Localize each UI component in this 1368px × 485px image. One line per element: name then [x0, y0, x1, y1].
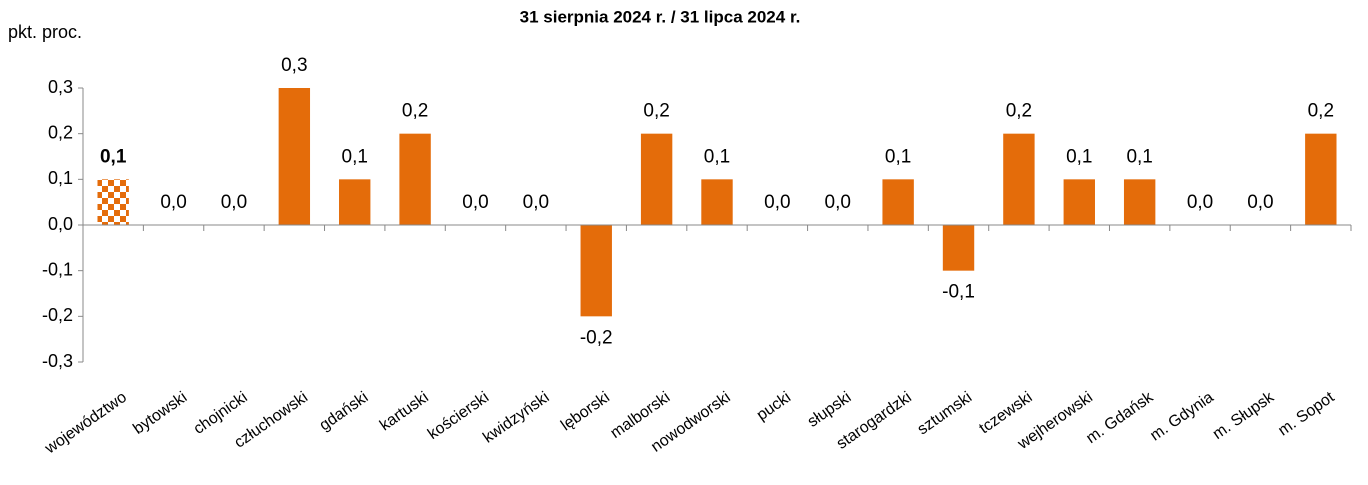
y-axis-label: pkt. proc.: [8, 22, 82, 42]
y-tick-label: 0,1: [48, 168, 73, 188]
bar: [339, 179, 371, 225]
y-tick-label: 0,2: [48, 122, 73, 142]
bar: [278, 88, 311, 225]
chart-title: 31 sierpnia 2024 r. / 31 lipca 2024 r.: [520, 7, 801, 26]
bar: [580, 225, 612, 317]
x-tick-label: m. Słupsk: [1210, 388, 1278, 443]
bar: [882, 179, 914, 225]
bar: [701, 179, 733, 225]
value-label: 0,0: [523, 192, 549, 213]
value-label: 0,1: [885, 146, 911, 167]
bar: [1305, 133, 1337, 225]
value-label: -0,1: [942, 282, 975, 303]
value-label: 0,2: [402, 101, 428, 122]
x-tick-label: sztumski: [915, 389, 976, 439]
value-label: 0,0: [764, 192, 790, 213]
x-tick-label: województwo: [41, 389, 130, 458]
x-tick-label: m. Gdynia: [1147, 389, 1217, 445]
value-label: 0,0: [825, 192, 851, 213]
value-label: -0,2: [580, 327, 613, 348]
x-tick-label: m. Sopot: [1275, 388, 1338, 439]
x-tick-label: kartuski: [377, 389, 432, 435]
value-label: 0,0: [160, 192, 186, 213]
value-label: 0,1: [704, 146, 730, 167]
value-label: 0,0: [221, 192, 247, 213]
bar: [1063, 179, 1095, 225]
bar: [1123, 179, 1156, 225]
x-tick-label: kwidzyński: [480, 389, 552, 447]
value-label: 0,2: [1308, 101, 1334, 122]
y-tick-label: -0,3: [42, 351, 73, 371]
y-tick-label: -0,2: [42, 305, 73, 325]
bar: [1003, 133, 1035, 225]
value-label: 0,0: [1187, 192, 1213, 213]
y-tick-label: 0,0: [48, 214, 73, 234]
x-tick-label: pucki: [754, 389, 794, 424]
value-label: 0,0: [462, 192, 488, 213]
bar: [399, 133, 431, 225]
value-label: 0,0: [1247, 192, 1273, 213]
value-label: 0,1: [100, 146, 127, 167]
value-label: 0,1: [1066, 146, 1092, 167]
bar: [942, 225, 975, 271]
y-tick-label: -0,1: [42, 259, 73, 279]
value-label: 0,2: [643, 101, 669, 122]
x-tick-label: lęborski: [558, 389, 613, 435]
bar: [640, 133, 673, 225]
bar: [97, 179, 129, 225]
x-tick-label: m. Gdańsk: [1083, 388, 1157, 447]
y-tick-label: 0,3: [48, 77, 73, 97]
value-label: 0,3: [281, 55, 307, 76]
x-tick-label: bytowski: [130, 389, 190, 438]
x-tick-label: gdański: [316, 389, 371, 435]
value-label: 0,2: [1006, 101, 1032, 122]
value-label: 0,1: [342, 146, 368, 167]
value-label: 0,1: [1126, 146, 1152, 167]
x-tick-label: słupski: [805, 389, 855, 431]
